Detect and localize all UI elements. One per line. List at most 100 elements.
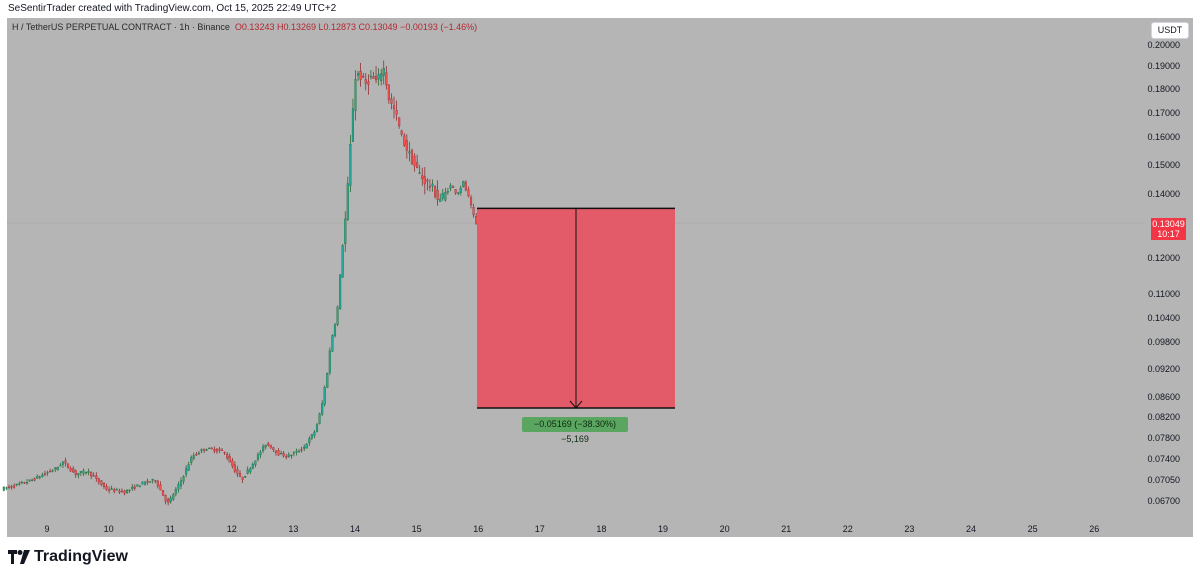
candle-body: [64, 460, 67, 464]
candle-body: [156, 480, 159, 487]
candle-body: [282, 452, 285, 457]
candle-body: [444, 191, 447, 201]
candle-body: [159, 484, 162, 491]
x-tick-label: 9: [44, 524, 49, 534]
currency-button[interactable]: USDT: [1151, 22, 1189, 39]
x-tick-label: 15: [412, 524, 422, 534]
y-tick-label: 0.20000: [1147, 40, 1180, 50]
candle-body: [2, 486, 5, 491]
x-tick-label: 25: [1028, 524, 1038, 534]
candle-body: [269, 444, 272, 449]
x-tick-label: 21: [781, 524, 791, 534]
symbol-legend: H / TetherUS PERPETUAL CONTRACT · 1h · B…: [12, 22, 477, 32]
candle-body: [241, 476, 244, 480]
x-tick-label: 11: [166, 524, 175, 534]
candle-body: [49, 470, 52, 473]
candle-body: [210, 447, 213, 450]
candle-body: [120, 490, 123, 492]
candle-body: [169, 497, 172, 502]
candle-body: [59, 465, 62, 467]
projection-arrowhead: [569, 400, 583, 409]
x-tick-label: 23: [904, 524, 914, 534]
candle-body: [220, 449, 224, 451]
candle-body: [33, 478, 36, 481]
candle-body: [341, 245, 344, 278]
chart-credit: SeSentirTrader created with TradingView.…: [8, 3, 337, 14]
candle-body: [462, 181, 465, 187]
candle-body: [154, 480, 157, 482]
price-axis[interactable]: 0.20000 0.19000 0.18000 0.17000 0.16000 0.150…: [1147, 40, 1180, 506]
candle-body: [128, 489, 131, 491]
candle-body: [431, 183, 434, 187]
candle-body: [13, 485, 16, 488]
candle-body: [133, 486, 136, 489]
candle-body: [236, 468, 239, 475]
y-tick-label: 0.07050: [1147, 475, 1180, 485]
candle-body: [18, 483, 21, 485]
candle-body: [228, 456, 231, 463]
candle-body: [434, 186, 437, 197]
candle-body: [20, 481, 23, 484]
candle-body: [126, 489, 129, 494]
candle-body: [92, 475, 95, 477]
candle-body: [36, 476, 39, 479]
candle-body: [113, 489, 116, 492]
candle-body: [313, 431, 316, 436]
candle-body: [151, 479, 154, 481]
x-tick-label: 22: [843, 524, 853, 534]
candle-body: [90, 471, 93, 477]
candle-body: [174, 489, 177, 495]
y-tick-label: 0.08600: [1147, 392, 1180, 402]
candle-body: [351, 108, 354, 142]
candle-body: [136, 484, 139, 487]
candle-body: [280, 453, 283, 455]
candle-body: [115, 489, 118, 491]
candle-body: [377, 74, 380, 80]
bar-countdown: 10:17: [1157, 229, 1180, 239]
candle-body: [339, 274, 342, 309]
candle-body: [308, 438, 311, 444]
y-tick-label: 0.11000: [1148, 289, 1180, 299]
candle-body: [392, 105, 396, 110]
candle-body: [395, 110, 398, 115]
candle-body: [7, 486, 11, 488]
candle-body: [385, 72, 388, 86]
candles-layer: [2, 60, 478, 506]
candle-body: [398, 117, 401, 127]
candle-body: [164, 495, 167, 502]
candle-body: [56, 467, 59, 471]
candle-body: [295, 450, 298, 453]
candle-body: [205, 449, 208, 451]
candle-body: [118, 490, 121, 493]
candle-body: [267, 443, 270, 446]
candle-body: [262, 446, 265, 452]
x-tick-label: 24: [966, 524, 976, 534]
candle-body: [79, 471, 82, 473]
candle-body: [254, 460, 257, 466]
y-tick-label: 0.07800: [1147, 433, 1180, 443]
candle-body: [354, 79, 357, 111]
candle-body: [400, 130, 403, 135]
candle-body: [172, 494, 175, 500]
candle-body: [285, 456, 288, 458]
tradingview-logo[interactable]: TradingView: [8, 548, 128, 566]
candle-body: [28, 479, 31, 482]
candle-body: [182, 476, 185, 482]
candle-body: [77, 473, 80, 476]
symbol-title: H / TetherUS PERPETUAL CONTRACT · 1h · B…: [12, 22, 230, 32]
candle-body: [408, 151, 411, 154]
candle-body: [31, 479, 34, 481]
candle-body: [249, 468, 252, 473]
y-tick-label: 0.19000: [1147, 61, 1180, 71]
candle-body: [203, 449, 206, 451]
candle-body: [23, 482, 26, 484]
candle-body: [187, 464, 190, 471]
candle-body: [141, 481, 144, 485]
candle-body: [410, 150, 414, 165]
y-tick-label: 0.07400: [1147, 454, 1180, 464]
time-axis[interactable]: 9 10 11 12 13 14 15 16 17 18 19 20 21 22 23 24 25 26: [44, 524, 1099, 534]
candle-body: [208, 447, 211, 449]
candle-body: [436, 189, 439, 200]
candle-body: [277, 450, 280, 456]
